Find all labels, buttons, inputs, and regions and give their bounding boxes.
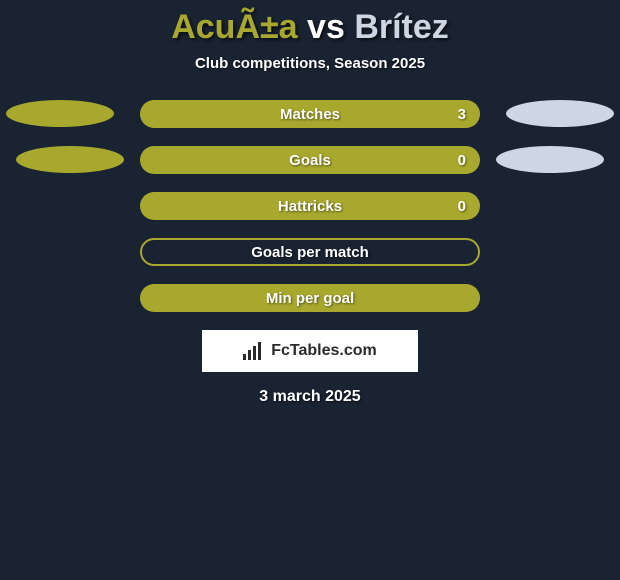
- vs-text: vs: [307, 8, 345, 46]
- stat-label: Matches: [280, 106, 340, 123]
- stat-row-min-per-goal: Min per goal: [140, 284, 480, 312]
- stat-value: 3: [458, 106, 466, 123]
- date-text: 3 march 2025: [259, 388, 360, 406]
- page-title: AcuÃ±a vs Brítez: [171, 8, 449, 47]
- logo-box: FcTables.com: [202, 330, 418, 372]
- stat-label: Goals: [289, 152, 331, 169]
- player1-marker-icon: [6, 100, 114, 127]
- player2-marker-icon: [506, 100, 614, 127]
- player1-marker-icon: [16, 146, 124, 173]
- stat-row-matches: Matches 3: [140, 100, 480, 128]
- player2-marker-icon: [496, 146, 604, 173]
- player2-name: Brítez: [354, 8, 448, 46]
- subtitle: Club competitions, Season 2025: [195, 55, 425, 72]
- stat-row-goals-per-match: Goals per match: [140, 238, 480, 266]
- stat-label: Min per goal: [266, 290, 354, 307]
- stats-area: Matches 3 Goals 0 Hattricks 0 Goals per …: [0, 100, 620, 312]
- stat-value: 0: [458, 198, 466, 215]
- chart-icon: [243, 342, 267, 360]
- main-container: AcuÃ±a vs Brítez Club competitions, Seas…: [0, 0, 620, 406]
- stat-label: Hattricks: [278, 198, 342, 215]
- stat-row-goals: Goals 0: [140, 146, 480, 174]
- stat-value: 0: [458, 152, 466, 169]
- player1-name: AcuÃ±a: [171, 8, 297, 46]
- stat-label: Goals per match: [251, 244, 369, 261]
- logo-text: FcTables.com: [271, 342, 377, 360]
- stat-row-hattricks: Hattricks 0: [140, 192, 480, 220]
